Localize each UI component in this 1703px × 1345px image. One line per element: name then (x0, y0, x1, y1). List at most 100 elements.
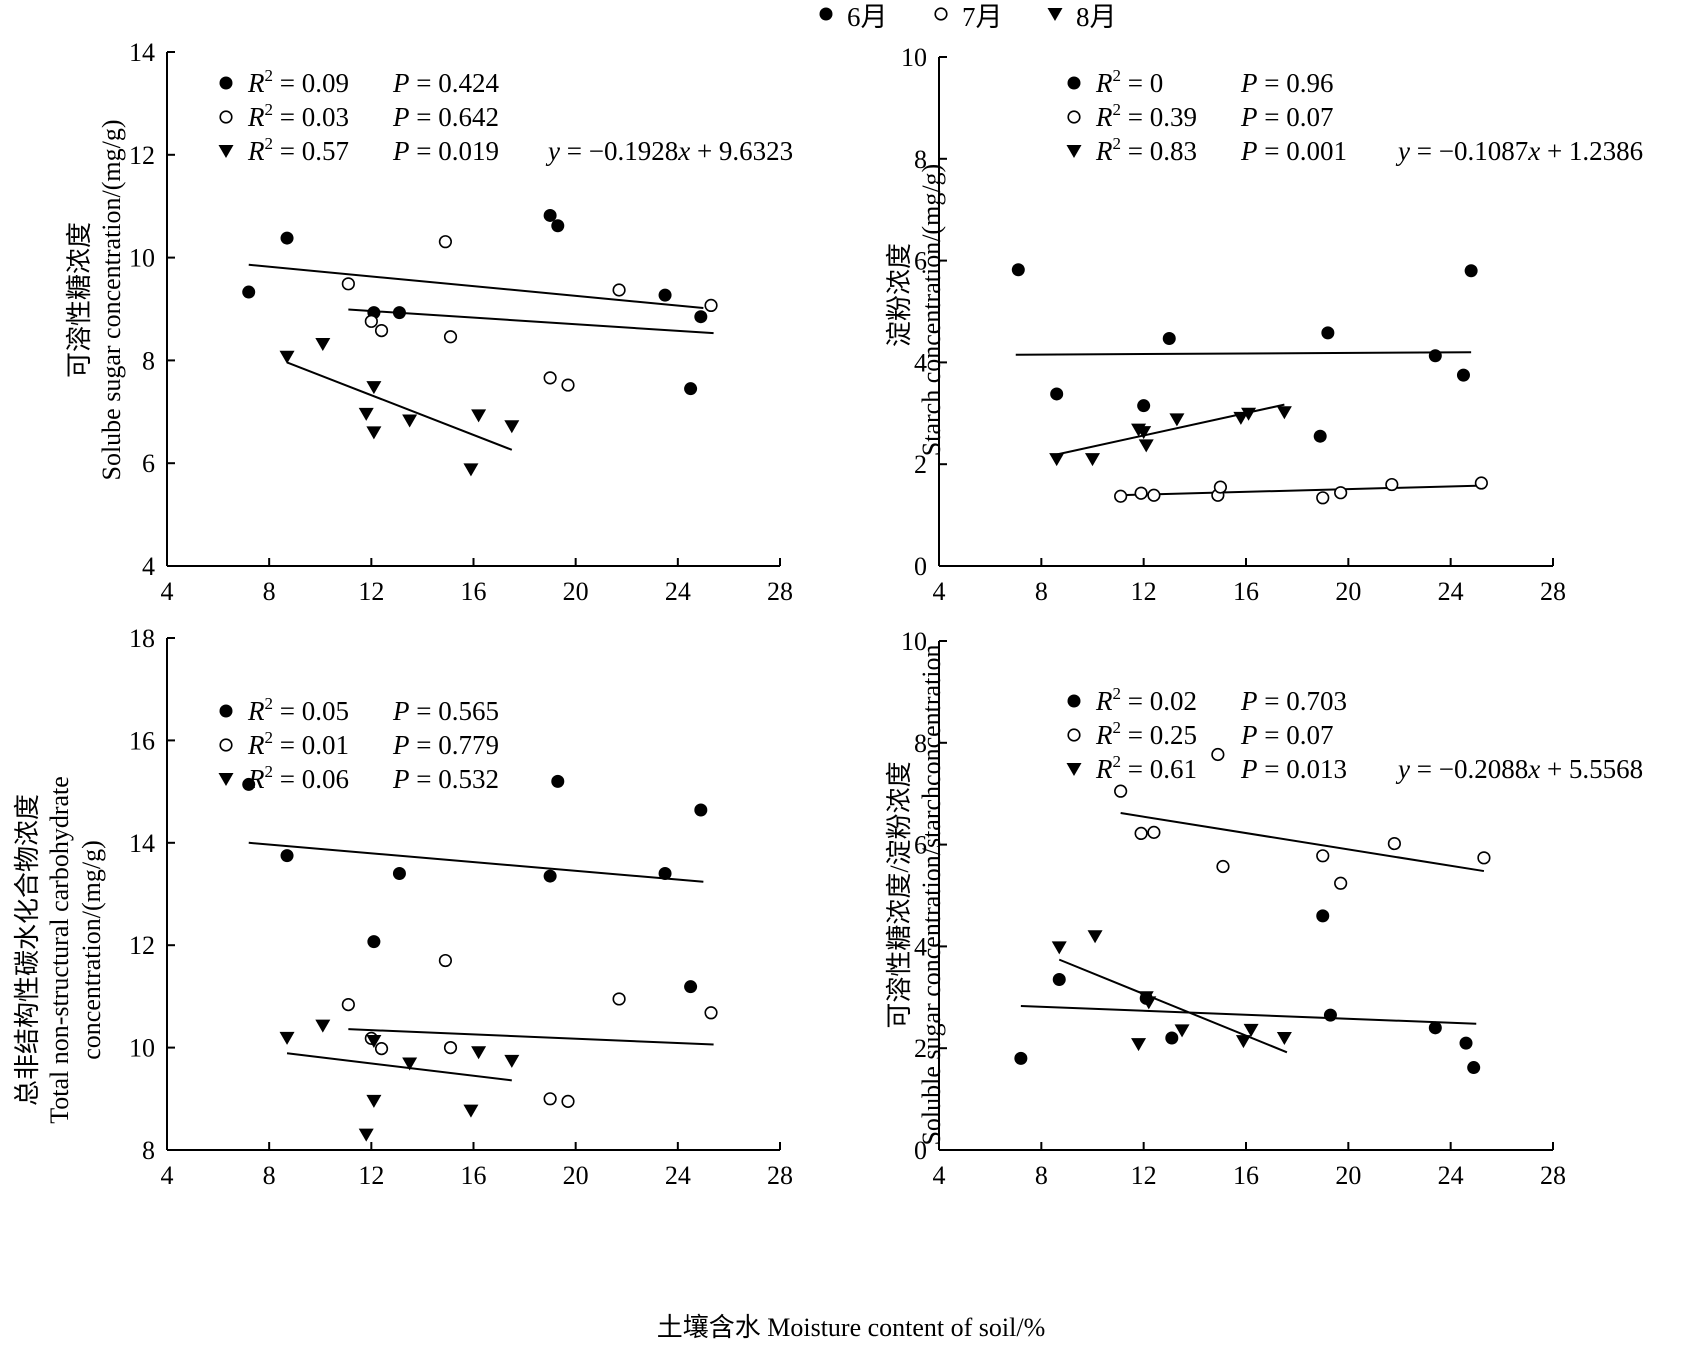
legend-label: 8月 (1076, 2, 1117, 32)
regression-line-june (248, 841, 704, 883)
legend-june-marker (819, 7, 833, 21)
regression-stats: R2 = 0.57 (247, 134, 349, 166)
regression-line-july (1120, 812, 1485, 873)
data-point-july (1334, 876, 1348, 890)
x-tick-label: 12 (358, 1161, 384, 1190)
regression-stats: R2 = 0.83 (1095, 134, 1197, 166)
data-point-june (1014, 1051, 1028, 1065)
data-point-july (438, 235, 453, 249)
data-point-july (443, 1040, 458, 1055)
regression-equation: y = −0.2088x + 5.5568 (1395, 754, 1643, 784)
data-point-august (315, 337, 331, 351)
data-point-august (1087, 930, 1103, 944)
y-tick-label: 4 (914, 348, 927, 377)
data-point-august (1241, 407, 1257, 421)
p-value: P = 0.532 (392, 764, 499, 794)
data-point-july (374, 1042, 389, 1056)
legend-august-marker (1047, 8, 1063, 21)
data-point-august (358, 1128, 374, 1142)
data-point-june (392, 306, 406, 320)
data-point-june (242, 285, 256, 299)
x-tick-label: 8 (1035, 1161, 1048, 1190)
stat-legend-june-marker (219, 76, 233, 90)
data-point-july (1216, 859, 1230, 874)
x-tick-label: 12 (1131, 577, 1157, 606)
data-point-july (704, 298, 718, 313)
x-tick-label: 20 (563, 1161, 589, 1190)
stat-legend-june-marker (1067, 76, 1081, 90)
data-point-august (1138, 439, 1154, 453)
data-point-july (1316, 491, 1330, 505)
regression-line-july (348, 308, 714, 335)
regression-line-july (1118, 484, 1482, 497)
x-tick-label: 28 (1540, 577, 1566, 606)
data-point-august (1276, 406, 1292, 420)
data-point-august (1131, 1038, 1147, 1052)
stat-legend-august-marker (1066, 763, 1082, 776)
x-tick-label: 16 (1233, 1161, 1259, 1190)
regression-stats: R2 = 0 (1095, 66, 1163, 98)
y-axis-title: Soluble sugar concentration/starchconcen… (917, 644, 946, 1145)
y-tick-label: 6 (914, 831, 927, 860)
x-tick-label: 24 (665, 577, 691, 606)
data-point-june (658, 867, 672, 881)
data-point-june (658, 288, 672, 302)
data-point-july (341, 277, 355, 291)
data-point-july (438, 953, 453, 968)
data-point-july (543, 371, 557, 385)
y-tick-label: 12 (129, 141, 155, 170)
x-tick-label: 24 (665, 1161, 691, 1190)
y-tick-label: 6 (142, 449, 155, 478)
regression-stats: R2 = 0.25 (1095, 718, 1197, 750)
regression-line-june (1015, 351, 1472, 356)
regression-line-july (348, 1028, 714, 1046)
stat-legend-august-marker (218, 773, 234, 786)
data-point-august (1243, 1023, 1259, 1037)
data-point-july (1147, 825, 1161, 839)
data-point-june (1165, 1031, 1179, 1045)
y-tick-label: 14 (129, 829, 155, 858)
data-point-june (543, 208, 557, 222)
x-tick-label: 4 (161, 1161, 174, 1190)
stat-legend-july-marker (1067, 728, 1081, 742)
regression-stats: R2 = 0.01 (247, 728, 349, 760)
y-axis-title: Total non-structural carbohydrate (45, 776, 74, 1124)
y-tick-label: 10 (129, 244, 155, 273)
data-point-july (561, 378, 575, 392)
regression-line-june (248, 263, 704, 309)
regression-line-august (286, 1052, 512, 1082)
y-tick-label: 2 (914, 450, 927, 479)
y-tick-label: 16 (129, 726, 155, 755)
legend-july-marker (934, 7, 948, 21)
y-tick-label: 8 (142, 346, 155, 375)
data-point-june (280, 231, 294, 245)
data-point-august (358, 407, 374, 421)
y-tick-label: 6 (914, 247, 927, 276)
data-point-july (374, 323, 389, 338)
data-point-june (551, 219, 565, 233)
data-point-june (1456, 368, 1470, 382)
data-point-june (551, 774, 565, 788)
data-point-august (366, 381, 382, 395)
data-point-july (704, 1006, 718, 1020)
data-point-june (1467, 1061, 1481, 1075)
x-tick-label: 4 (161, 577, 174, 606)
data-point-august (1233, 411, 1249, 425)
y-tick-label: 8 (142, 1136, 155, 1165)
data-point-july (1387, 836, 1401, 851)
data-point-july (1114, 784, 1128, 798)
data-point-june (392, 867, 406, 881)
regression-stats: R2 = 0.61 (1095, 752, 1197, 784)
y-tick-label: 4 (914, 932, 927, 961)
stat-legend-july-marker (219, 738, 233, 752)
y-tick-label: 4 (142, 552, 155, 581)
data-point-august (504, 420, 520, 434)
legend-label: 6月 (847, 2, 888, 32)
x-tick-label: 28 (767, 1161, 793, 1190)
legend: 6月 7月 8月 (819, 2, 1117, 32)
x-tick-label: 28 (767, 577, 793, 606)
